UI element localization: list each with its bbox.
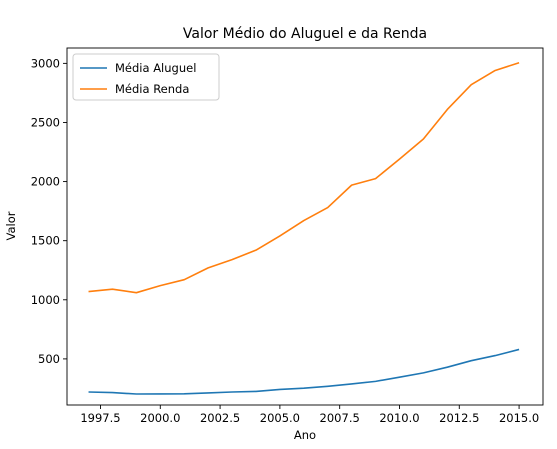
x-tick-label: 2002.5 bbox=[200, 411, 240, 425]
x-tick-label: 2005.0 bbox=[260, 411, 300, 425]
plot-area: 1997.5 2000.0 2002.5 2005.0 2007.5 2010.0 2012… bbox=[31, 47, 544, 425]
legend-label-2: Média Renda bbox=[115, 82, 189, 96]
x-tick-label: 2010.0 bbox=[379, 411, 419, 425]
x-tick-label: 2012.5 bbox=[439, 411, 479, 425]
legend-label-1: Média Aluguel bbox=[115, 61, 196, 75]
x-tick-label: 2000.0 bbox=[140, 411, 180, 425]
y-tick-label: 2000 bbox=[31, 175, 60, 189]
x-tick-label: 2007.5 bbox=[320, 411, 360, 425]
chart-title: Valor Médio do Aluguel e da Renda bbox=[183, 26, 427, 42]
y-tick-label: 500 bbox=[38, 352, 60, 366]
x-tick-label: 1997.5 bbox=[80, 411, 120, 425]
plot-frame bbox=[66, 47, 544, 406]
series-line-2 bbox=[88, 62, 520, 294]
y-tick-label: 1000 bbox=[31, 293, 60, 307]
legend-box bbox=[72, 53, 220, 101]
y-tick-label: 1500 bbox=[31, 234, 60, 248]
x-axis-label: Ano bbox=[294, 428, 316, 442]
x-tick-label: 2015.0 bbox=[499, 411, 539, 425]
y-axis-label: Valor bbox=[4, 211, 18, 240]
series-line-1 bbox=[88, 348, 520, 395]
y-tick-label: 2500 bbox=[31, 115, 60, 129]
y-tick-label: 3000 bbox=[31, 56, 60, 70]
